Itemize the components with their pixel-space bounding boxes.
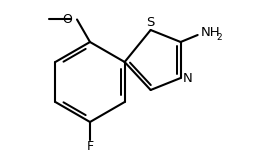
Text: N: N [183,71,192,85]
Text: 2: 2 [216,32,222,41]
Text: O: O [62,13,72,26]
Text: F: F [87,141,94,154]
Text: S: S [146,16,155,29]
Text: NH: NH [201,27,220,39]
